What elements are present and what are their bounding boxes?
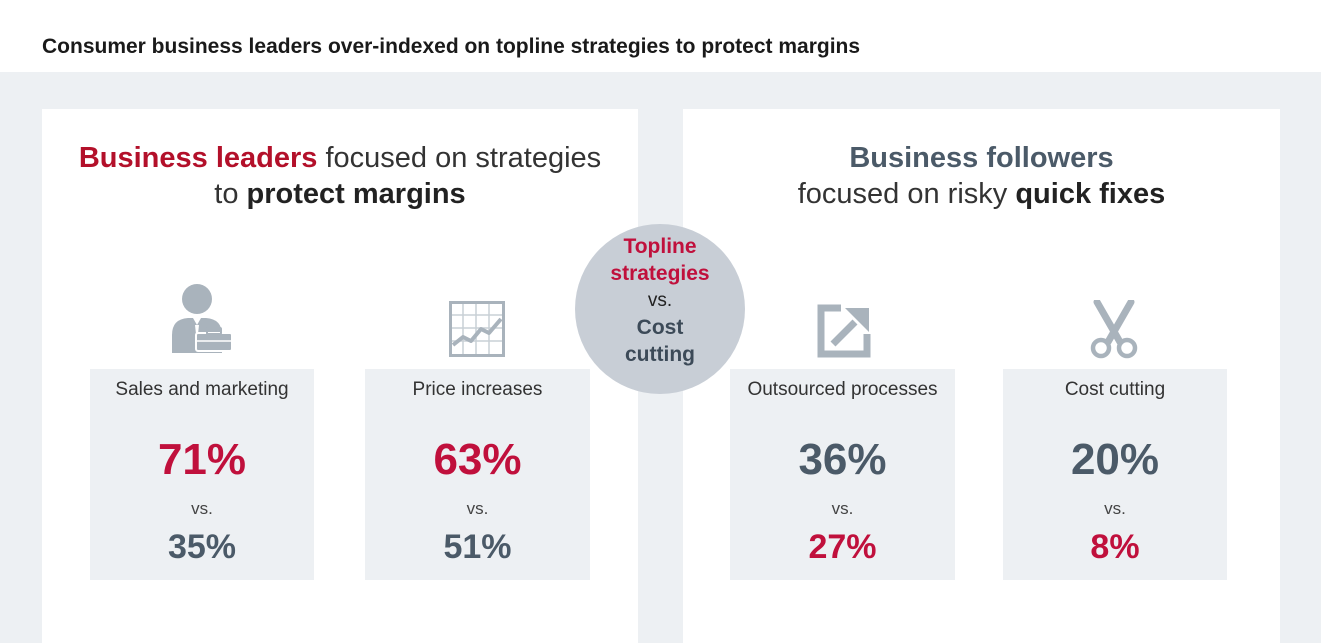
stat-vs: vs. bbox=[831, 499, 854, 518]
leaders-heading-text1: focused on strategies bbox=[317, 142, 602, 174]
stat-cost-cutting: Cost cutting 20% vs. 8% bbox=[1003, 369, 1227, 580]
stat-secondary-value: 35% bbox=[167, 528, 237, 566]
stat-primary-value: 71% bbox=[157, 435, 247, 484]
leaders-heading-text2: to bbox=[214, 178, 247, 210]
leaders-heading-accent: Business leaders bbox=[78, 142, 318, 174]
leaders-heading: Business leaders focused on strategies t… bbox=[42, 140, 638, 212]
circle-topline-text: Topline strategies bbox=[610, 235, 710, 285]
stat-vs: vs. bbox=[466, 499, 489, 518]
comparison-circle: Topline strategies vs. Cost cutting bbox=[575, 224, 745, 394]
followers-heading-text: focused on risky bbox=[797, 178, 1016, 210]
stat-secondary-value: 51% bbox=[443, 528, 512, 566]
stat-label: Price increases bbox=[412, 379, 543, 400]
stat-price-increases: Price increases 63% vs. 51% bbox=[365, 369, 590, 580]
businessman-icon bbox=[170, 283, 236, 357]
line-chart-icon bbox=[449, 301, 505, 357]
circle-vs: vs. bbox=[647, 290, 673, 311]
stat-label: Cost cutting bbox=[1064, 379, 1166, 400]
circle-cost-cutting-label: Cost cutting bbox=[575, 314, 745, 368]
followers-heading-strong: quick fixes bbox=[1015, 178, 1166, 210]
followers-heading: Business followers focused on risky quic… bbox=[683, 140, 1280, 212]
stat-label: Outsourced processes bbox=[747, 379, 938, 400]
stat-secondary-value: 27% bbox=[808, 528, 877, 566]
stat-label: Sales and marketing bbox=[115, 379, 289, 400]
stat-vs: vs. bbox=[191, 499, 213, 518]
export-arrow-icon bbox=[817, 304, 871, 358]
stat-primary-value: 36% bbox=[798, 435, 887, 484]
followers-heading-accent: Business followers bbox=[849, 142, 1114, 174]
stat-sales-marketing: Sales and marketing 71% vs. 35% bbox=[90, 369, 314, 580]
stat-vs: vs. bbox=[1104, 499, 1126, 518]
circle-cost-cutting-text: Cost cutting bbox=[625, 316, 695, 366]
stat-outsourced-processes: Outsourced processes 36% vs. 27% bbox=[730, 369, 955, 580]
leaders-heading-strong: protect margins bbox=[246, 178, 466, 210]
stat-secondary-value: 8% bbox=[1090, 528, 1140, 566]
scissors-icon bbox=[1089, 300, 1139, 360]
stat-primary-value: 63% bbox=[433, 435, 522, 484]
page-title: Consumer business leaders over-indexed o… bbox=[42, 35, 861, 58]
circle-topline-label: Topline strategies bbox=[575, 233, 745, 287]
stat-primary-value: 20% bbox=[1070, 435, 1160, 484]
